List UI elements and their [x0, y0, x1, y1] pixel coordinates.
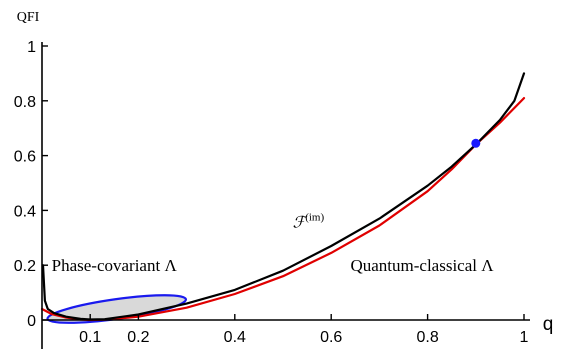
y-tick-label: 0.4 — [14, 203, 36, 220]
axes: 0.1 0.2 0.4 0.6 0.8 1 0 0.2 0.4 0.6 0.8 1 q QFI — [14, 10, 554, 349]
x-ticks: 0.1 0.2 0.4 0.6 0.8 1 — [79, 314, 529, 346]
annotation-phase-covariant: Phase-covariant Λ — [52, 256, 178, 275]
x-tick-label: 0.6 — [320, 329, 342, 346]
y-ticks: 0 0.2 0.4 0.6 0.8 1 — [14, 39, 48, 330]
y-tick-label: 1 — [27, 39, 36, 56]
annotation-fisher-information: ℱ(im) — [293, 211, 325, 231]
x-tick-label: 0.2 — [127, 329, 149, 346]
y-tick-label: 0 — [27, 313, 36, 330]
y-tick-label: 0.2 — [14, 258, 36, 275]
series-line-1 — [40, 97, 526, 322]
x-tick-label: 0.1 — [79, 329, 101, 346]
plot-area — [40, 72, 526, 324]
x-axis-title: q — [543, 314, 554, 335]
y-tick-label: 0.8 — [14, 94, 36, 111]
x-tick-label: 1 — [520, 329, 529, 346]
annotations: Phase-covariant Λ Quantum-classical Λ ℱ(… — [52, 211, 495, 275]
annotation-quantum-classical: Quantum-classical Λ — [350, 256, 494, 275]
highlight-point — [471, 138, 481, 148]
annotation-fisher-symbol: ℱ — [293, 214, 309, 231]
annotation-fisher-superscript: (im) — [305, 211, 324, 223]
y-tick-label: 0.6 — [14, 149, 36, 166]
x-tick-label: 0.8 — [416, 329, 438, 346]
y-axis-title: QFI — [17, 10, 40, 25]
series-line-0 — [41, 72, 526, 321]
x-tick-label: 0.4 — [224, 329, 246, 346]
